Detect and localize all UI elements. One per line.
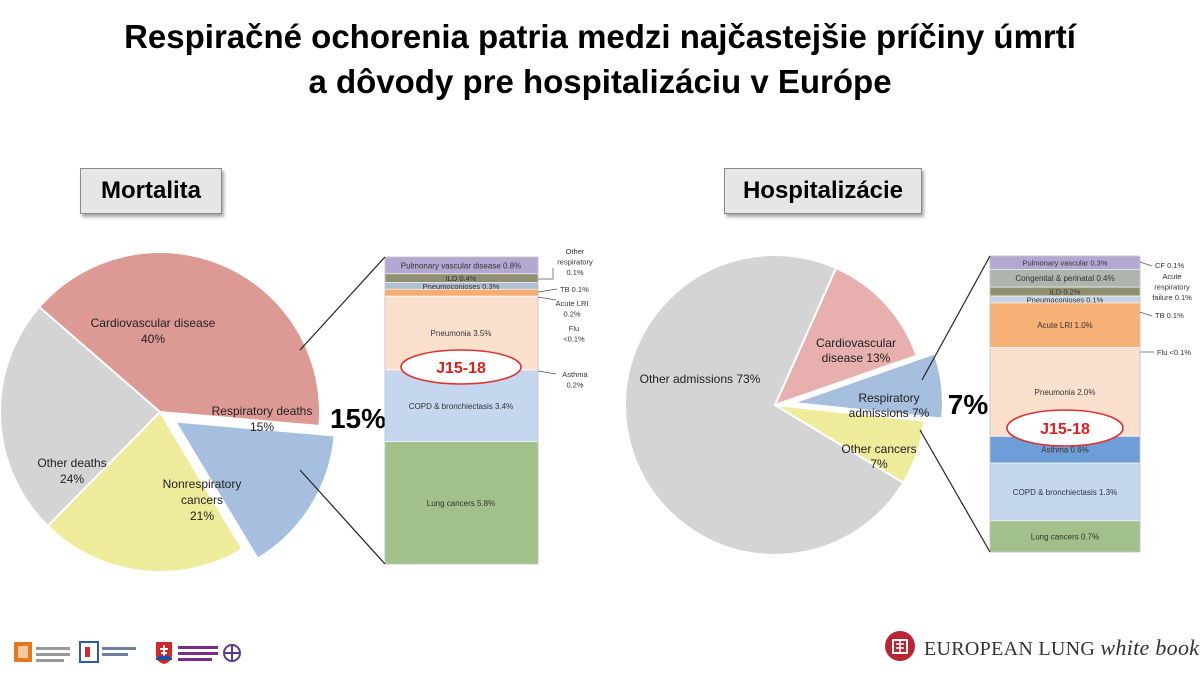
partner-logo-strip: [14, 641, 241, 664]
pie-label-nonrespiratory-1: Nonrespiratory: [163, 477, 242, 491]
mortality-note-asthma-line-1: Asthma: [562, 370, 588, 379]
hospitalization-note-arf-line-3: failure 0.1%: [1152, 293, 1192, 302]
mortality-note-acute-lri-line-2: 0.2%: [563, 310, 580, 319]
pie-value-cardiovascular: 40%: [141, 332, 165, 346]
mortality-note-leader-2: [537, 288, 558, 293]
mortality-segment-label-5: Pneumonia 3.5%: [431, 329, 492, 338]
hospitalization-panel-label: Hospitalizácie: [724, 168, 922, 214]
hospitalization-code-oval: [1006, 409, 1124, 447]
hospitalization-segment-label-5: Acute LRI 1.0%: [1037, 321, 1093, 330]
pie-value-other-deaths: 24%: [60, 472, 84, 486]
pie-slice-respiratory-deaths: [173, 420, 336, 561]
hospitalization-note-tb: TB 0.1%: [1155, 311, 1184, 320]
hospitalization-connector-bottom: [919, 429, 991, 553]
coat-of-arms-icon: [156, 642, 172, 664]
mortality-note-leader-4: [537, 370, 557, 375]
mortality-note-other-respiratory-line-1: Other: [566, 247, 585, 256]
pie-value-respiratory: 15%: [250, 420, 274, 434]
hospitalization-note-arf-line-1: Acute: [1162, 272, 1181, 281]
mortality-note-other-respiratory-line-2: respiratory: [557, 258, 593, 267]
european-lung-white-book-logo: EUROPEAN LUNG white book: [884, 630, 1199, 662]
mortality-note-other-respiratory-line-3: 0.1%: [566, 268, 583, 277]
mortality-highlight-percent: 15%: [330, 403, 386, 434]
mortality-note-leader-1: [538, 268, 554, 280]
pie-value-nonrespiratory: 21%: [190, 509, 214, 523]
mortality-note-asthma-line-2: 0.2%: [566, 381, 583, 390]
pie-label-hosp-respiratory-line-1: Respiratory: [858, 391, 919, 405]
university-logo-icon: [14, 642, 70, 662]
pie-label-hosp-respiratory-line-2: admissions 7%: [849, 406, 930, 420]
mortality-note-acute-lri-line-1: Acute LRI: [556, 299, 589, 308]
pie-label-other-deaths: Other deaths: [37, 456, 106, 470]
pie-label-nonrespiratory-2: cancers: [181, 493, 223, 507]
mortality-bar-segment-7: [384, 441, 539, 565]
mortality-note-leader-3: [537, 296, 557, 301]
hospitalization-segment-label-1: Pulmonary vascular 0.3%: [1022, 259, 1107, 268]
pie-label-respiratory: Respiratory deaths: [212, 404, 313, 418]
brand-suffix: white book: [1100, 635, 1200, 660]
pie-slice-other-deaths: [0, 305, 162, 528]
pie-label-hosp-other-cancers-line-1: Other cancers: [841, 442, 916, 456]
mortality-note-flu-line-1: Flu: [569, 324, 579, 333]
title-line-1: Respiračné ochorenia patria medzi najčas…: [124, 18, 1076, 55]
lung-book-icon: [885, 631, 915, 661]
mortality-connector-top: [299, 256, 386, 351]
mortality-bar-outline: [384, 256, 539, 565]
hospital-logo-icon: [79, 641, 136, 663]
hospitalization-note-arf-line-2: respiratory: [1154, 283, 1190, 292]
hospitalization-segment-label-4: Pneumoconioses 0.1%: [1027, 295, 1104, 304]
mortality-note-flu-line-2: <0.1%: [563, 335, 585, 344]
pie-slice-nonrespiratory-cancers: [46, 410, 244, 573]
hospitalization-segment-label-3: ILD 0.2%: [1050, 288, 1081, 297]
hospitalization-bar-outline: [989, 255, 1141, 553]
mortality-connector-bottom: [299, 469, 386, 565]
partner-logos: [10, 636, 250, 668]
hospitalization-segment-label-6: Pneumonia 2.0%: [1035, 388, 1096, 397]
title-line-2: a dôvody pre hospitalizáciu v Európe: [308, 63, 892, 100]
hospitalization-segment-label-7: Asthma 0.6%: [1041, 446, 1089, 455]
pie-label-hosp-other-admissions: Other admissions 73%: [640, 372, 761, 386]
mortality-segment-label-2: ILD 0.4%: [446, 274, 477, 283]
hospitalization-note-leader-2: [1139, 311, 1153, 317]
hospitalization-note-flu: Flu <0.1%: [1157, 348, 1191, 357]
mortality-segment-label-6: COPD & bronchiectasis 3.4%: [409, 402, 514, 411]
mortality-segment-label-1: Pulmonary vascular disease 0.8%: [401, 261, 522, 270]
pie-slice-other-admissions-73: [624, 254, 905, 556]
hospitalization-segment-label-2: Congenital & perinatal 0.4%: [1015, 274, 1114, 283]
mortality-code-label: J15-18: [436, 360, 486, 377]
hospitalization-connector-top: [921, 255, 991, 381]
pie-slice-cardiovascular-disease: [37, 251, 321, 428]
pie-label-hosp-other-cancers-line-2: 7%: [870, 457, 888, 471]
hospitalization-bar-segment-8: [989, 462, 1141, 522]
pie-label-cardiovascular: Cardiovascular disease: [91, 316, 216, 330]
pie-slice-respiratory-admissions-7: [792, 352, 944, 420]
mortality-note-tb: TB 0.1%: [560, 285, 589, 294]
hospitalization-note-leader-1: [1139, 261, 1153, 267]
mortality-segment-label-7: Lung cancers 5.8%: [427, 499, 496, 508]
page-title: Respiračné ochorenia patria medzi najčas…: [0, 14, 1200, 104]
mortality-code-oval: [400, 349, 522, 385]
hospitalization-code-label: J15-18: [1040, 421, 1090, 438]
hospitalization-note-cf: CF 0.1%: [1155, 261, 1185, 270]
hospitalization-segment-label-9: Lung cancers 0.7%: [1031, 532, 1100, 541]
brand-prefix: EUROPEAN LUNG: [924, 638, 1101, 660]
emblem-icon: [223, 644, 241, 662]
zilina-university-logo-icon: [178, 646, 218, 661]
mortality-segment-label-3: Pneumoconioses 0.3%: [423, 282, 500, 291]
pie-slice-cardiovascular-disease-13: [773, 266, 918, 407]
hospitalization-highlight-percent: 7%: [948, 389, 989, 420]
hospitalization-segment-label-8: COPD & bronchiectasis 1.3%: [1013, 488, 1118, 497]
pie-label-hosp-cardiovascular-line-1: Cardiovascular: [816, 336, 896, 350]
mortality-panel-label: Mortalita: [80, 168, 222, 214]
pie-label-hosp-cardiovascular-line-2: disease 13%: [822, 351, 891, 365]
